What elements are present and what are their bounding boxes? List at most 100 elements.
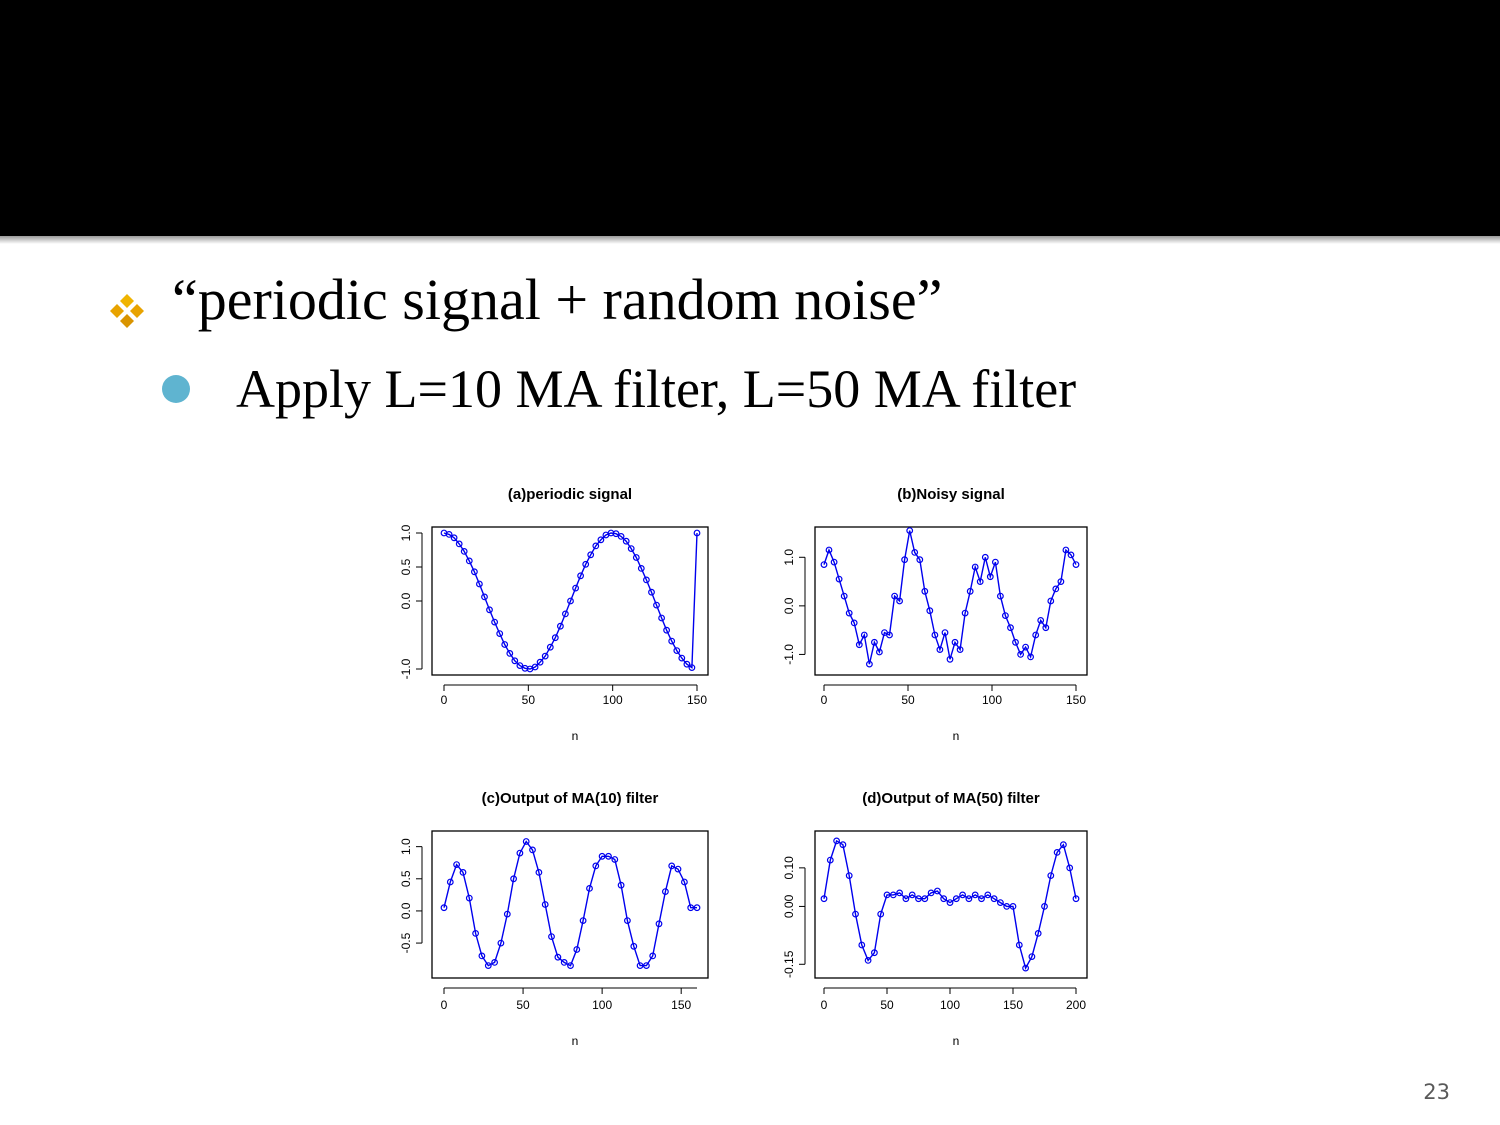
data-point	[1032, 631, 1040, 639]
x-tick-label: 0	[441, 998, 448, 1012]
data-point	[459, 869, 467, 876]
x-tick-label: 150	[687, 693, 707, 707]
data-point	[586, 885, 593, 892]
data-point	[551, 634, 559, 642]
data-point	[440, 904, 448, 912]
data-point	[632, 554, 640, 561]
data-point	[1022, 643, 1029, 651]
x-axis-label-1: n	[572, 729, 579, 743]
y-tick-label: -1.0	[399, 658, 413, 679]
data-point	[501, 641, 509, 648]
data-point	[693, 529, 701, 537]
data-point	[653, 601, 660, 609]
data-point	[484, 962, 492, 969]
plot-frame-4	[814, 830, 1088, 979]
data-point	[536, 658, 544, 666]
data-point	[911, 549, 919, 556]
data-point	[858, 941, 866, 949]
data-point	[951, 638, 959, 646]
page-number: 23	[1423, 1080, 1450, 1104]
data-point	[965, 895, 973, 903]
x-tick-label: 150	[1066, 693, 1086, 707]
y-tick-label: 0.5	[399, 870, 413, 887]
data-point	[548, 933, 555, 940]
data-point	[541, 652, 549, 660]
x-tick-label: 100	[603, 693, 623, 707]
x-tick-label: 100	[940, 998, 960, 1012]
data-point	[1012, 638, 1019, 646]
data-point	[1022, 964, 1029, 972]
data-point	[1027, 653, 1034, 661]
data-point	[1057, 578, 1065, 585]
data-point	[472, 930, 480, 937]
series-line-3	[443, 840, 697, 967]
x-tick-label: 50	[880, 998, 894, 1012]
data-point	[592, 862, 600, 870]
data-point	[683, 660, 691, 668]
data-point	[662, 888, 669, 895]
data-point	[630, 942, 638, 950]
y-tick-label: -0.15	[782, 950, 796, 978]
data-point	[941, 629, 949, 636]
data-point	[997, 899, 1004, 906]
data-point	[896, 889, 903, 897]
data-point	[876, 648, 883, 656]
data-point	[871, 949, 878, 957]
four-diamond-bullet-icon	[110, 294, 144, 328]
y-tick-label: -0.5	[399, 932, 413, 953]
data-point	[674, 865, 682, 873]
data-point	[510, 875, 517, 883]
data-point	[971, 563, 979, 571]
data-point	[478, 952, 486, 960]
data-point	[908, 891, 916, 899]
data-point	[921, 895, 929, 903]
x-tick-label: 0	[821, 693, 828, 707]
data-point	[1067, 551, 1075, 559]
data-point	[946, 899, 954, 906]
data-point	[1052, 585, 1060, 593]
bullet-text-main: “periodic signal + random noise”	[172, 267, 943, 332]
data-point	[546, 643, 554, 651]
data-point	[1062, 546, 1070, 554]
data-point	[825, 546, 833, 554]
data-point	[978, 895, 985, 903]
data-point	[465, 894, 473, 902]
data-point	[833, 837, 840, 845]
data-point	[906, 527, 914, 534]
data-point	[655, 920, 663, 928]
data-point	[681, 878, 688, 886]
y-tick-label: -1.0	[782, 644, 796, 665]
data-point	[1034, 930, 1042, 937]
data-point	[529, 846, 536, 854]
data-point	[850, 619, 858, 627]
series-line-2	[823, 530, 1077, 665]
data-point	[592, 542, 600, 550]
data-point	[453, 861, 461, 868]
title-bar-shadow	[0, 236, 1500, 244]
data-point	[573, 946, 581, 953]
data-point	[959, 891, 966, 899]
data-point	[820, 561, 828, 568]
data-point	[491, 959, 499, 966]
data-point	[1017, 651, 1024, 658]
data-point	[496, 630, 504, 637]
data-point	[678, 654, 686, 662]
data-point	[864, 957, 872, 964]
data-point	[871, 638, 878, 646]
data-point	[624, 917, 631, 924]
data-point	[637, 565, 645, 572]
data-point	[688, 664, 696, 671]
data-point	[643, 962, 650, 969]
data-point	[562, 610, 569, 618]
data-point	[1007, 624, 1014, 632]
data-point	[845, 609, 853, 617]
data-point	[643, 576, 650, 584]
data-point	[981, 553, 989, 561]
x-axis-label-4: n	[953, 1034, 960, 1048]
data-point	[830, 558, 838, 566]
data-point	[877, 910, 885, 918]
data-point	[916, 556, 924, 564]
plot-frame-1	[431, 526, 709, 676]
x-tick-label: 100	[982, 693, 1002, 707]
y-tick-label: 0.00	[782, 894, 796, 918]
